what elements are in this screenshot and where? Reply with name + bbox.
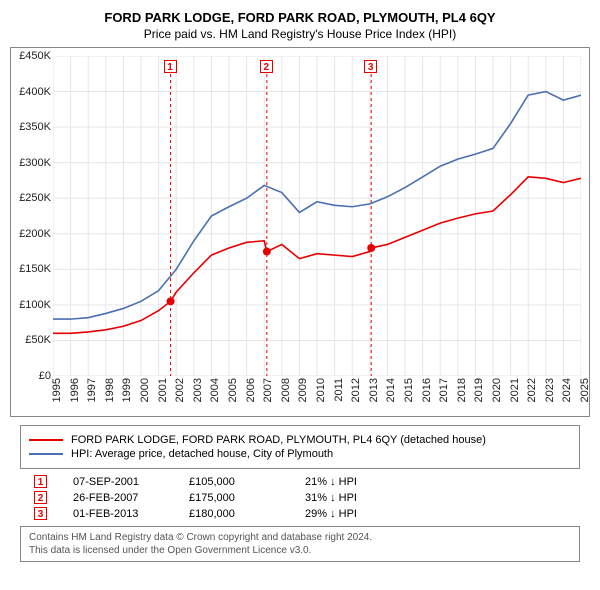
sale-hpi-diff: 29% ↓ HPI xyxy=(305,508,425,520)
page-title: FORD PARK LODGE, FORD PARK ROAD, PLYMOUT… xyxy=(10,10,590,25)
footer-line: Contains HM Land Registry data © Crown c… xyxy=(29,531,571,544)
x-tick-label: 2022 xyxy=(526,378,538,402)
x-tick-label: 2015 xyxy=(403,378,415,402)
y-tick-label: £400K xyxy=(19,86,51,98)
x-tick-label: 2013 xyxy=(368,378,380,402)
x-tick-label: 2009 xyxy=(297,378,309,402)
sale-hpi-diff: 31% ↓ HPI xyxy=(305,492,425,504)
y-tick-label: £100K xyxy=(19,299,51,311)
x-tick-label: 2002 xyxy=(174,378,186,402)
price-chart: 1 2 3 £0 £50K £100K £150K £200K £250K £300K £350K £… xyxy=(10,47,590,417)
x-tick-label: 2025 xyxy=(579,378,591,402)
footer-line: This data is licensed under the Open Gov… xyxy=(29,544,571,557)
x-tick-label: 2008 xyxy=(280,378,292,402)
x-tick-label: 2006 xyxy=(245,378,257,402)
x-tick-label: 2011 xyxy=(333,378,345,402)
x-tick-label: 2004 xyxy=(209,378,221,402)
x-tick-label: 2020 xyxy=(491,378,503,402)
x-tick-label: 2016 xyxy=(421,378,433,402)
x-tick-label: 2014 xyxy=(385,378,397,402)
y-tick-label: £0 xyxy=(39,370,51,382)
sale-date: 26-FEB-2007 xyxy=(73,492,163,504)
sale-price: £175,000 xyxy=(189,492,279,504)
sale-price: £180,000 xyxy=(189,508,279,520)
legend-item: FORD PARK LODGE, FORD PARK ROAD, PLYMOUT… xyxy=(29,434,571,446)
y-tick-label: £150K xyxy=(19,263,51,275)
x-tick-label: 2019 xyxy=(473,378,485,402)
sale-marker-icon: 3 xyxy=(34,507,47,520)
y-tick-label: £350K xyxy=(19,121,51,133)
x-tick-label: 2021 xyxy=(509,378,521,402)
x-tick-label: 2003 xyxy=(192,378,204,402)
sale-marker-3: 3 xyxy=(364,60,377,73)
x-tick-label: 1998 xyxy=(104,378,116,402)
legend: FORD PARK LODGE, FORD PARK ROAD, PLYMOUT… xyxy=(20,425,580,469)
sale-row: 2 26-FEB-2007 £175,000 31% ↓ HPI xyxy=(34,491,580,504)
x-tick-label: 2005 xyxy=(227,378,239,402)
sale-price: £105,000 xyxy=(189,476,279,488)
plot-area xyxy=(53,56,581,376)
y-tick-label: £50K xyxy=(25,334,51,346)
legend-item: HPI: Average price, detached house, City… xyxy=(29,448,571,460)
sale-hpi-diff: 21% ↓ HPI xyxy=(305,476,425,488)
sale-row: 3 01-FEB-2013 £180,000 29% ↓ HPI xyxy=(34,507,580,520)
y-tick-label: £450K xyxy=(19,50,51,62)
x-tick-label: 1996 xyxy=(69,378,81,402)
x-tick-label: 1999 xyxy=(121,378,133,402)
sale-row: 1 07-SEP-2001 £105,000 21% ↓ HPI xyxy=(34,475,580,488)
x-tick-label: 2012 xyxy=(350,378,362,402)
page-subtitle: Price paid vs. HM Land Registry's House … xyxy=(10,27,590,41)
x-tick-label: 2023 xyxy=(544,378,556,402)
attribution-footer: Contains HM Land Registry data © Crown c… xyxy=(20,526,580,562)
legend-label: HPI: Average price, detached house, City… xyxy=(71,448,333,460)
sale-date: 01-FEB-2013 xyxy=(73,508,163,520)
x-tick-label: 2024 xyxy=(561,378,573,402)
sale-marker-icon: 2 xyxy=(34,491,47,504)
sale-marker-icon: 1 xyxy=(34,475,47,488)
y-tick-label: £300K xyxy=(19,157,51,169)
x-tick-label: 2007 xyxy=(262,378,274,402)
x-tick-label: 2018 xyxy=(456,378,468,402)
x-tick-label: 2017 xyxy=(438,378,450,402)
legend-swatch xyxy=(29,439,63,441)
sales-list: 1 07-SEP-2001 £105,000 21% ↓ HPI 2 26-FEB-200… xyxy=(20,475,580,520)
y-tick-label: £200K xyxy=(19,228,51,240)
sale-marker-1: 1 xyxy=(164,60,177,73)
x-tick-label: 1995 xyxy=(51,378,63,402)
sale-date: 07-SEP-2001 xyxy=(73,476,163,488)
x-tick-label: 1997 xyxy=(86,378,98,402)
legend-swatch xyxy=(29,453,63,455)
y-tick-label: £250K xyxy=(19,192,51,204)
x-tick-label: 2010 xyxy=(315,378,327,402)
sale-marker-2: 2 xyxy=(260,60,273,73)
x-tick-label: 2000 xyxy=(139,378,151,402)
x-tick-label: 2001 xyxy=(157,378,169,402)
legend-label: FORD PARK LODGE, FORD PARK ROAD, PLYMOUT… xyxy=(71,434,486,446)
